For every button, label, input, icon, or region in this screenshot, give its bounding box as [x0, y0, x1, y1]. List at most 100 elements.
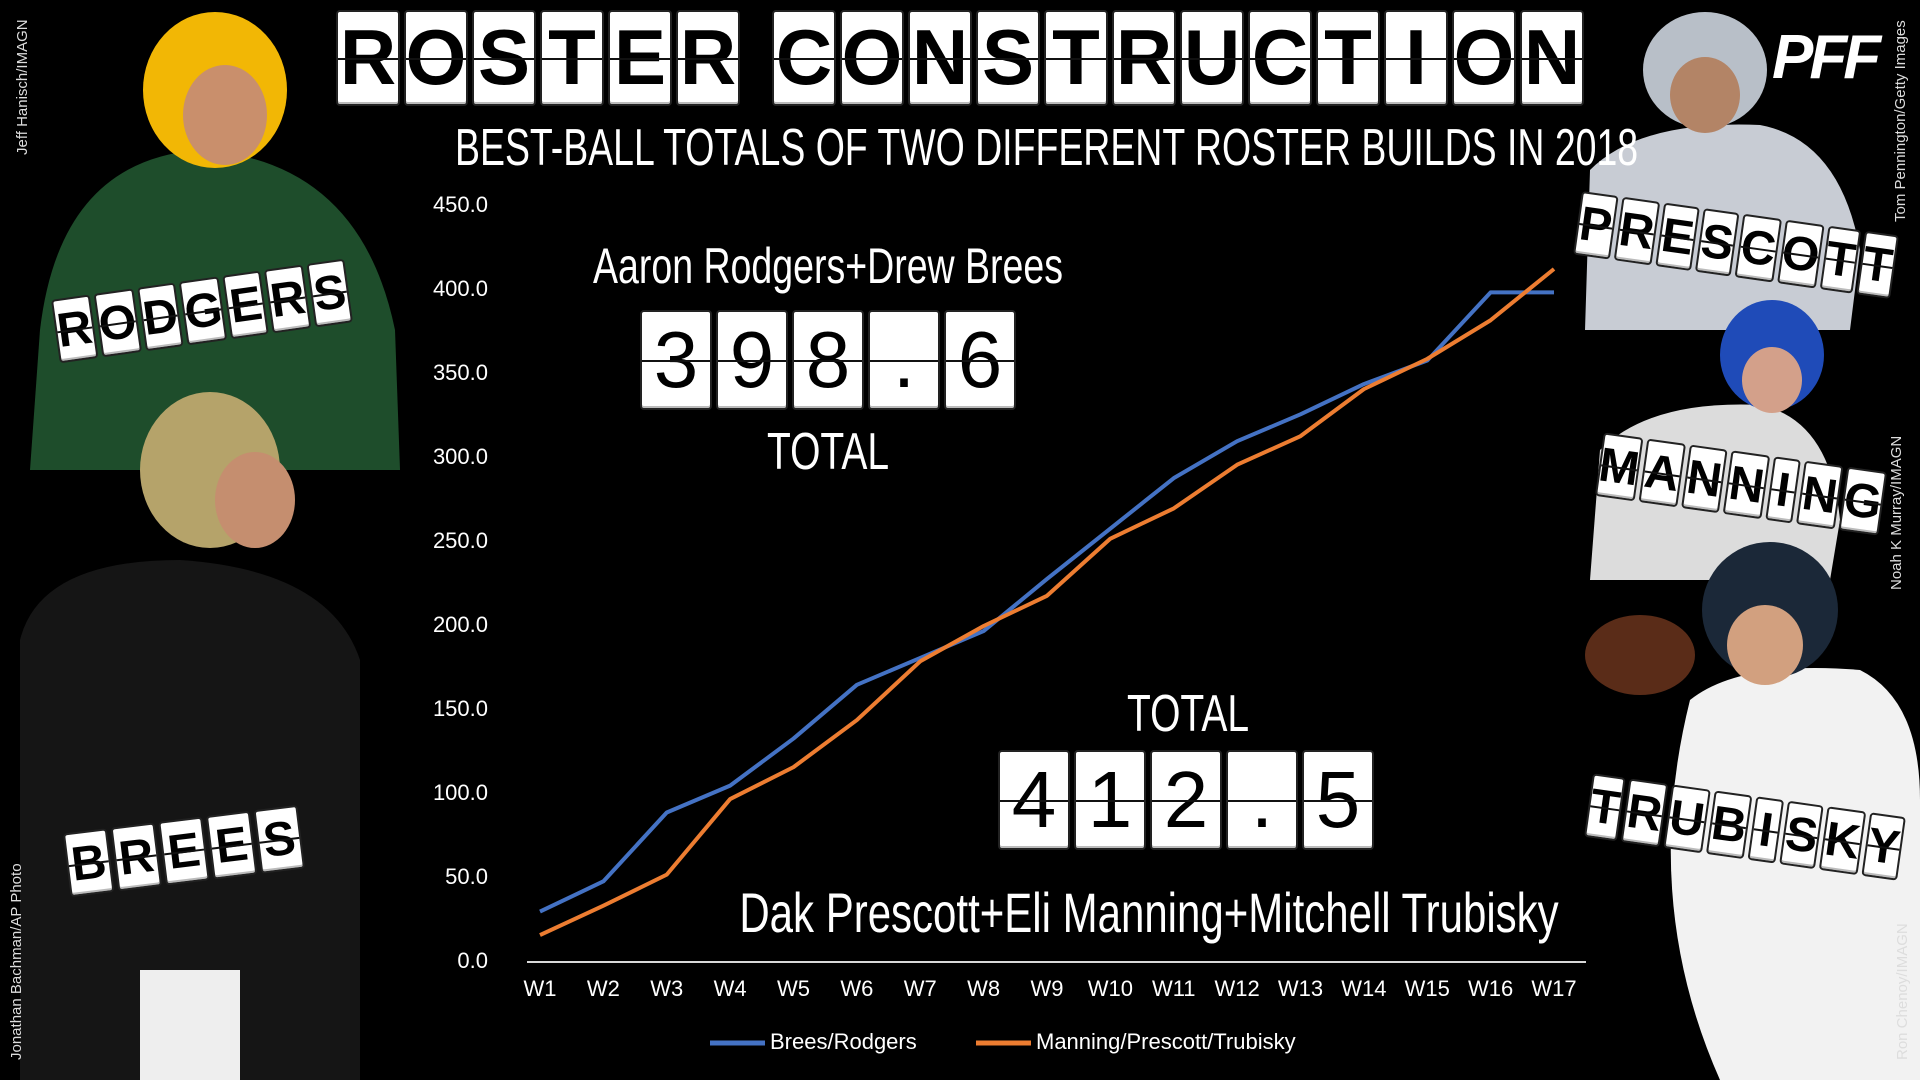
y-tick-label: 300.0: [433, 444, 488, 469]
chart-subtitle: BEST-BALL TOTALS OF TWO DIFFERENT ROSTER…: [454, 119, 1639, 177]
letter-tile: G: [1838, 466, 1888, 536]
letter-tile: R: [1621, 778, 1669, 848]
letter-tile: N: [1520, 9, 1584, 106]
letter-tile: G: [179, 276, 228, 346]
letter-tile: E: [205, 810, 258, 880]
letter-tile: 6: [944, 310, 1016, 410]
x-tick-label: W7: [904, 976, 937, 1001]
letter-tile: U: [1180, 9, 1244, 106]
letter-tile: I: [1747, 796, 1785, 864]
logo: PFF: [1772, 23, 1881, 92]
photo-credit: Jeff Hanisch/IMAGN: [14, 19, 31, 155]
letter-tile: P: [1573, 191, 1619, 260]
letter-tile: C: [772, 9, 836, 106]
letter-tile: N: [908, 9, 972, 106]
photo-credit: Tom Pennington/Getty Images: [1892, 20, 1909, 222]
letter-tile: C: [1734, 213, 1782, 283]
x-tick-label: W15: [1405, 976, 1450, 1001]
y-tick-label: 200.0: [433, 612, 488, 637]
letter-tile: 1: [1074, 750, 1146, 850]
letter-tile: R: [110, 822, 163, 892]
letter-tile: B: [1705, 790, 1753, 860]
line-series: [539, 290, 1554, 914]
x-tick-label: W4: [714, 976, 747, 1001]
letter-tile: O: [840, 9, 904, 106]
y-tick-label: 150.0: [433, 696, 488, 721]
letter-tile: T: [540, 9, 604, 106]
y-tick-label: 350.0: [433, 360, 488, 385]
legend-label: Manning/Prescott/Trubisky: [1036, 1029, 1296, 1054]
x-tick-label: W13: [1278, 976, 1323, 1001]
letter-tile: K: [1819, 806, 1867, 876]
letter-tile: 9: [716, 310, 788, 410]
photo-credit: Noah K Murray/IMAGN: [1888, 435, 1905, 590]
letter-tile: S: [976, 9, 1040, 106]
letter-tile: 3: [640, 310, 712, 410]
letter-tile: T: [1316, 9, 1380, 106]
annotation: TOTAL: [1126, 685, 1250, 743]
x-tick-label: W17: [1531, 976, 1576, 1001]
letter-tile: T: [1584, 773, 1626, 842]
letter-tile: S: [253, 804, 306, 874]
letter-tile: .: [868, 310, 940, 410]
letter-tile: S: [306, 258, 353, 328]
letter-tile: R: [264, 264, 312, 334]
letter-tile: E: [1655, 202, 1701, 272]
line-series: [539, 267, 1556, 937]
letter-tile: D: [136, 282, 185, 352]
player-photo: [20, 392, 360, 1080]
x-tick-label: W9: [1031, 976, 1064, 1001]
x-tick-label: W16: [1468, 976, 1513, 1001]
letter-tile: Y: [1861, 812, 1906, 881]
letter-tile: S: [472, 9, 536, 106]
letter-tile: U: [1663, 784, 1711, 854]
letter-tile: R: [336, 9, 400, 106]
letter-tile: O: [404, 9, 468, 106]
y-tick-label: 50.0: [445, 864, 488, 889]
letter-tile: 5: [1302, 750, 1374, 850]
y-tick-label: 450.0: [433, 192, 488, 217]
letter-tile: C: [1248, 9, 1312, 106]
letter-tile: E: [222, 270, 270, 340]
x-tick-label: W11: [1152, 976, 1196, 1001]
y-tick-label: 0.0: [457, 948, 488, 973]
letter-tile: O: [1776, 219, 1825, 289]
letter-tile: I: [1765, 456, 1802, 524]
legend-label: Brees/Rodgers: [770, 1029, 917, 1054]
x-tick-label: W6: [840, 976, 873, 1001]
photo-credit: Jonathan Bachman/AP Photo: [8, 863, 25, 1060]
photo-credit: Ron Chenoy/IMAGN: [1894, 923, 1911, 1060]
letter-tile: N: [1680, 444, 1728, 514]
letter-tile: R: [1613, 196, 1661, 266]
x-tick-label: W12: [1215, 976, 1260, 1001]
annotation: Dak Prescott+Eli Manning+Mitchell Trubis…: [739, 881, 1559, 944]
letter-tile: 2: [1150, 750, 1222, 850]
letter-tile: R: [50, 294, 99, 364]
y-tick-label: 250.0: [433, 528, 488, 553]
annotation: Aaron Rodgers+Drew Brees: [592, 238, 1064, 294]
letter-tile: E: [608, 9, 672, 106]
letter-tile: T: [1044, 9, 1108, 106]
x-tick-label: W14: [1341, 976, 1386, 1001]
y-tick-label: 400.0: [433, 276, 488, 301]
letter-tile: I: [1384, 9, 1448, 106]
x-tick-label: W5: [777, 976, 810, 1001]
x-tick-label: W2: [587, 976, 620, 1001]
letter-tile: O: [93, 288, 142, 358]
letter-tile: 8: [792, 310, 864, 410]
x-tick-label: W1: [524, 976, 557, 1001]
letter-tile: E: [158, 816, 210, 886]
letter-tile: N: [1723, 450, 1771, 520]
letter-tile: O: [1452, 9, 1516, 106]
letter-tile: R: [1112, 9, 1176, 106]
letter-tile: B: [62, 828, 115, 898]
letter-tile: A: [1638, 438, 1686, 508]
letter-tile: T: [1819, 225, 1862, 294]
x-tick-label: W10: [1088, 976, 1133, 1001]
letter-tile: S: [1779, 800, 1825, 870]
letter-tile: N: [1796, 460, 1844, 530]
